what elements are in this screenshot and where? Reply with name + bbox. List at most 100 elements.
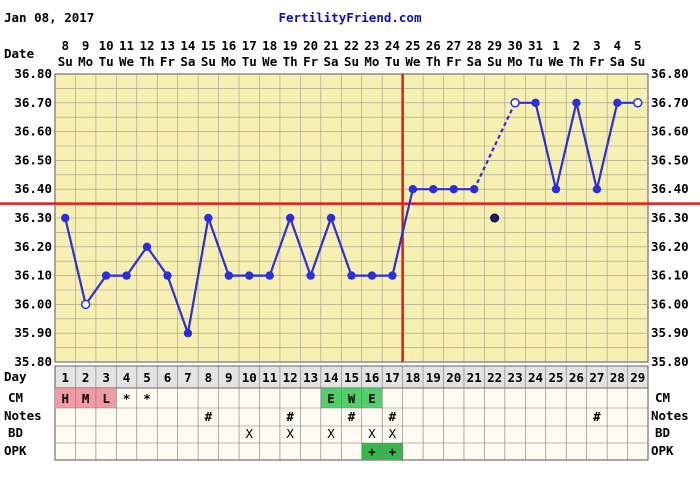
weekday-label: Fr [160, 54, 176, 69]
weekday-label: Fr [589, 54, 605, 69]
bbt-line-segment [84, 274, 108, 306]
cm-fertile-cell [320, 388, 342, 408]
bbt-point [592, 185, 602, 194]
cycle-day-number: 28 [610, 370, 625, 385]
y-tick-label-right: 36.00 [651, 296, 689, 311]
date-number: 8 [61, 38, 69, 53]
weekday-label: Tu [99, 54, 114, 69]
date-number: 3 [593, 38, 601, 53]
bbt-line-segment [146, 246, 169, 277]
cycle-day-number: 17 [385, 370, 400, 385]
cm-fertile-cell [341, 388, 362, 408]
date-number: 20 [303, 38, 318, 53]
bbt-point [429, 185, 438, 194]
cycle-day-number: 3 [102, 370, 110, 385]
notes-row-label-right: Notes [651, 408, 689, 423]
date-number: 5 [634, 38, 642, 53]
cycle-day-number: 11 [262, 370, 277, 385]
bbt-line-segment [575, 102, 598, 190]
date-number: 25 [405, 38, 420, 53]
bbt-line-segment [207, 217, 230, 276]
opk-positive-cell [382, 443, 403, 460]
note-marker: # [205, 409, 213, 424]
cycle-day-number: 21 [467, 370, 482, 385]
bbt-point [531, 98, 540, 108]
cycle-day-number: 8 [205, 370, 213, 385]
date-number: 11 [119, 38, 134, 53]
bbt-point [306, 271, 315, 280]
bd-row-label: BD [8, 425, 23, 440]
note-marker: # [348, 409, 356, 424]
cycle-day-number: 16 [364, 370, 379, 385]
bbt-point [183, 329, 193, 338]
bbt-open-point [510, 98, 520, 108]
bd-row-label-right: BD [655, 425, 670, 440]
day-row-label: Day [4, 369, 27, 384]
note-marker: # [286, 409, 294, 424]
bbt-line-segment [186, 217, 210, 334]
date-number: 31 [528, 38, 543, 53]
weekday-label: Th [139, 54, 154, 69]
bbt-line-segment [554, 102, 578, 190]
bbt-line-segment [166, 275, 189, 334]
cm-row-label-right: CM [655, 390, 670, 405]
date-number: 16 [221, 38, 236, 53]
weekday-label: Mo [508, 54, 523, 69]
opk-row-label-right: OPK [651, 443, 674, 458]
weekday-label: Tu [385, 54, 400, 69]
bbt-point [572, 98, 581, 108]
date-row-label: Date [4, 46, 35, 61]
weekday-label: Sa [180, 54, 195, 69]
date-number: 1 [552, 38, 560, 53]
date-number: 18 [262, 38, 277, 53]
opk-row-label: OPK [4, 443, 27, 458]
bbt-point [61, 213, 70, 223]
bbt-open-point [633, 98, 643, 108]
date-number: 21 [324, 38, 339, 53]
cycle-day-number: 20 [446, 370, 461, 385]
weekday-label: Tu [242, 54, 257, 69]
date-number: 28 [467, 38, 482, 53]
cm-entry: H [61, 391, 69, 406]
bbt-point [469, 185, 479, 194]
y-tick-label: 36.80 [14, 66, 52, 81]
bd-marker: X [327, 426, 335, 441]
cm-menses-cell [95, 388, 117, 408]
bbt-point [224, 271, 234, 280]
bbt-point [204, 213, 213, 223]
date-number: 10 [99, 38, 114, 53]
weekday-label: Sa [610, 54, 625, 69]
cm-fertile-cell [361, 388, 383, 408]
bbt-excluded-point [490, 213, 500, 223]
bbt-point [101, 271, 111, 280]
date-number: 13 [160, 38, 175, 53]
cycle-day-number: 24 [528, 370, 543, 385]
y-tick-label-right: 36.50 [651, 152, 689, 167]
bbt-line-segment [309, 217, 333, 276]
date-number: 23 [364, 38, 379, 53]
note-marker: # [389, 409, 397, 424]
weekday-label: Su [630, 54, 645, 69]
bbt-line-segment [391, 188, 414, 276]
cycle-day-number: 2 [82, 370, 90, 385]
date-number: 2 [573, 38, 581, 53]
cycle-day-number: 23 [508, 370, 523, 385]
weekday-label: Th [283, 54, 298, 69]
bbt-point [613, 98, 622, 108]
bbt-point [142, 242, 152, 251]
y-tick-label: 36.00 [14, 296, 52, 311]
cycle-day-number: 18 [405, 370, 420, 385]
cycle-day-number: 5 [143, 370, 151, 385]
opk-positive-cell [361, 443, 383, 460]
weekday-label: Su [487, 54, 502, 69]
weekday-label: Th [426, 54, 441, 69]
bbt-point [367, 271, 377, 280]
site-name[interactable]: FertilityFriend.com [279, 10, 422, 25]
weekday-label: We [262, 54, 278, 69]
y-tick-label-right: 35.90 [651, 325, 689, 340]
y-tick-label-right: 36.30 [651, 210, 689, 225]
y-tick-label-right: 35.80 [651, 354, 689, 369]
bbt-point [551, 185, 561, 194]
y-tick-label: 36.40 [14, 181, 52, 196]
